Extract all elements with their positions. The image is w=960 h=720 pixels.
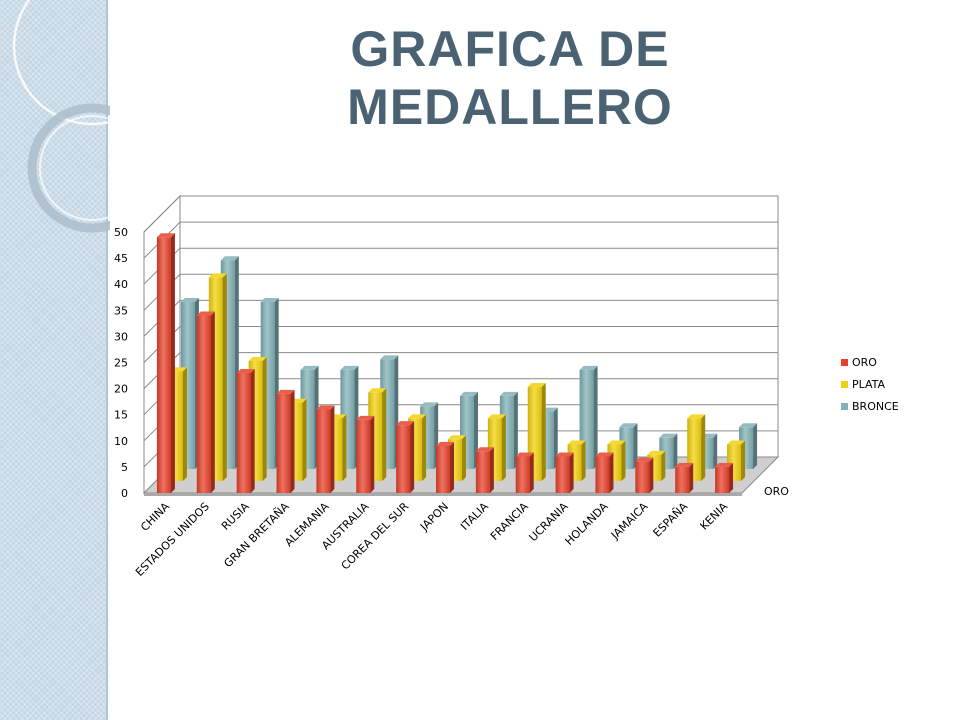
slide-title: GRAFICA DE MEDALLERO xyxy=(200,20,820,136)
y-tick-label: 15 xyxy=(114,409,128,422)
bar-oro xyxy=(236,368,255,493)
bar-oro xyxy=(156,233,175,493)
bar-oro xyxy=(715,462,734,493)
legend-label-bronce: BRONCE xyxy=(852,400,899,413)
bar-oro xyxy=(515,452,534,493)
title-line-2: MEDALLERO xyxy=(347,79,673,135)
floor-edge xyxy=(144,493,742,496)
bar-oro xyxy=(316,405,335,493)
gridline xyxy=(143,247,778,285)
y-tick-label: 0 xyxy=(121,487,128,500)
side-circles-decoration xyxy=(12,0,110,233)
y-tick-label: 10 xyxy=(114,435,128,448)
x-category-label: FRANCIA xyxy=(488,500,531,543)
x-category-label: KENIA xyxy=(698,500,731,533)
legend-swatch-bronce xyxy=(841,403,848,410)
gridline xyxy=(143,299,778,337)
y-tick-label: 5 xyxy=(121,461,128,474)
bar-oro xyxy=(555,452,574,493)
gridline xyxy=(143,195,778,233)
bar-oro xyxy=(595,452,614,493)
y-tick-label: 35 xyxy=(114,304,128,317)
x-category-label: ESTADOS UNIDOS xyxy=(133,500,212,579)
x-category-label: ITALIA xyxy=(458,500,491,533)
bar-oro xyxy=(436,442,454,493)
y-tick-label: 50 xyxy=(114,226,128,239)
gridline xyxy=(143,352,778,389)
bar-oro xyxy=(356,415,375,493)
y-tick-label: 25 xyxy=(114,357,128,370)
gridline xyxy=(143,326,778,363)
x-category-label: JAPON xyxy=(417,500,451,534)
y-tick-label: 20 xyxy=(114,383,128,396)
x-category-label: JAMAICA xyxy=(608,500,651,543)
legend-swatch-oro xyxy=(841,359,848,366)
bar-oro xyxy=(475,447,494,493)
x-category-label: CHINA xyxy=(138,500,172,534)
x-category-label: HOLANDA xyxy=(563,500,611,548)
gridline xyxy=(143,273,778,311)
legend-label-plata: PLATA xyxy=(852,378,886,391)
bar-oro xyxy=(196,311,215,493)
bar-oro xyxy=(396,421,415,493)
x-category-label: RUSIA xyxy=(219,500,252,533)
depth-axis-label: ORO xyxy=(764,485,789,498)
bar-oro xyxy=(276,389,295,493)
title-line-1: GRAFICA DE xyxy=(350,21,670,77)
bar-oro xyxy=(635,457,654,493)
x-category-label: COREA DEL SUR xyxy=(339,500,412,573)
legend-label-oro: ORO xyxy=(852,356,877,369)
y-tick-label: 30 xyxy=(114,330,128,343)
bar-oro xyxy=(675,462,694,493)
y-tick-label: 40 xyxy=(114,278,128,291)
legend-swatch-plata xyxy=(841,381,848,388)
y-tick-label: 45 xyxy=(114,252,128,265)
gridline xyxy=(143,221,778,259)
x-category-label: ESPAÑA xyxy=(651,500,691,540)
